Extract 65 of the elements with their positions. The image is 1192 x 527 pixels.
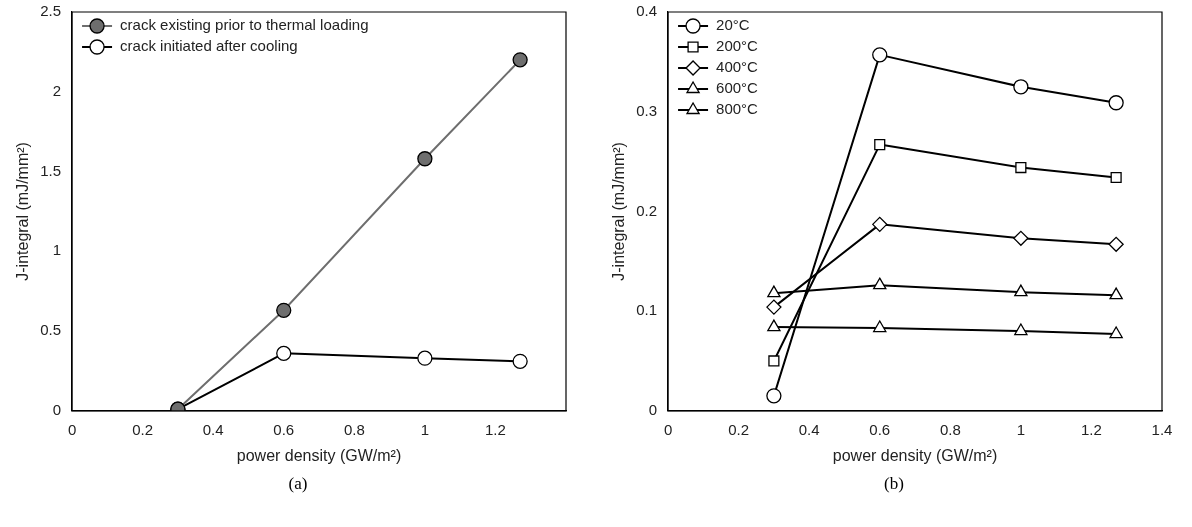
point — [1014, 323, 1028, 336]
point — [1014, 284, 1028, 297]
point — [1013, 230, 1029, 246]
x-tick-label: 1.2 — [1081, 420, 1102, 438]
y-tick-label: 2 — [52, 81, 62, 99]
point — [417, 151, 433, 167]
point — [1110, 171, 1122, 184]
x-tick-label: 1 — [1016, 420, 1026, 438]
point — [1109, 287, 1123, 300]
point — [767, 285, 781, 298]
x-tick-label: 1.2 — [485, 420, 506, 438]
y-tick-label: 0.1 — [636, 301, 658, 319]
y-tick-label: 2.5 — [40, 2, 62, 20]
x-tick-label: 0 — [67, 420, 77, 438]
point — [872, 216, 888, 233]
x-tick-label: 0 — [663, 420, 673, 438]
text: (a) — [287, 474, 309, 494]
x-tick-label: 1.4 — [1151, 420, 1173, 438]
x-tick-label: 0.6 — [273, 420, 295, 438]
text: (b) — [883, 474, 905, 494]
point — [417, 350, 433, 366]
x-tick-label: 0.4 — [798, 420, 820, 438]
legend-label: 600°C — [716, 79, 759, 97]
y-tick-label: 0.3 — [636, 101, 658, 119]
point — [767, 319, 781, 332]
point — [1109, 326, 1123, 339]
legend-label: 400°C — [716, 58, 759, 76]
point — [276, 302, 292, 318]
legend-label: crack existing prior to thermal loading — [120, 16, 369, 34]
y-tick-label: 1 — [52, 241, 62, 259]
legend-label: 800°C — [716, 100, 759, 118]
point — [874, 139, 886, 151]
y-tick-label: 0.2 — [636, 201, 658, 219]
legend-label: 20°C — [716, 16, 750, 34]
point — [873, 320, 887, 333]
y-tick-label: 0 — [648, 400, 658, 418]
x-tick-label: 0.6 — [869, 420, 891, 438]
x-tick-label: 0.8 — [343, 420, 365, 438]
x-tick-label: 0.2 — [728, 420, 750, 438]
point — [872, 47, 888, 63]
y-tick-label: 1.5 — [40, 161, 62, 179]
point — [1015, 161, 1027, 174]
legend-label: 200°C — [716, 37, 759, 55]
point — [512, 52, 528, 68]
y-tick-label: 0.4 — [636, 2, 658, 20]
y-axis-title: J-integral (mJ/mm²) — [610, 142, 628, 281]
point — [276, 345, 292, 362]
x-axis-title: power density (GW/m²) — [236, 446, 402, 464]
x-axis-title: power density (GW/m²) — [832, 446, 998, 464]
legend-label: crack initiated after cooling — [120, 37, 298, 55]
point — [873, 277, 887, 290]
x-tick-label: 0.8 — [939, 420, 961, 438]
point — [1108, 95, 1124, 111]
point — [766, 388, 782, 404]
point — [512, 353, 528, 369]
point — [768, 355, 780, 367]
x-tick-label: 1 — [420, 420, 430, 438]
point — [766, 299, 782, 315]
y-axis-title: J-integral (mJ/mm²) — [14, 142, 32, 281]
x-tick-label: 0.2 — [132, 420, 154, 438]
point — [1108, 236, 1124, 252]
y-tick-label: 0.5 — [40, 321, 62, 339]
point — [1013, 79, 1029, 95]
x-tick-label: 0.4 — [202, 420, 224, 438]
y-tick-label: 0 — [52, 400, 62, 418]
